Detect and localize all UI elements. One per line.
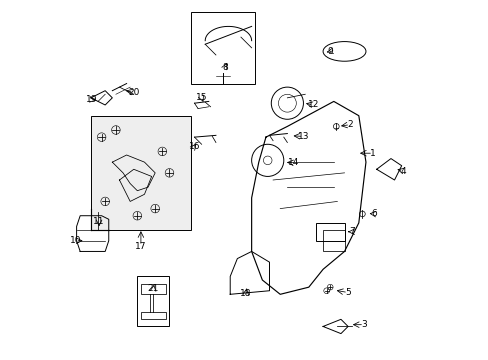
Text: 10: 10 (70, 236, 81, 245)
Text: 12: 12 (307, 100, 319, 109)
Text: 18: 18 (240, 289, 251, 298)
Text: 15: 15 (196, 93, 207, 102)
Text: 14: 14 (287, 158, 299, 167)
Polygon shape (91, 116, 190, 230)
Text: 21: 21 (147, 284, 159, 293)
Text: 7: 7 (348, 227, 354, 236)
Text: 16: 16 (188, 141, 200, 150)
Text: 2: 2 (346, 120, 352, 129)
Text: 1: 1 (369, 149, 375, 158)
Text: 20: 20 (128, 88, 139, 97)
Text: 9: 9 (326, 47, 332, 56)
Text: 11: 11 (93, 217, 104, 226)
Text: 5: 5 (345, 288, 350, 297)
Text: 6: 6 (370, 210, 376, 219)
Text: 8: 8 (222, 63, 227, 72)
Text: 4: 4 (400, 167, 406, 176)
Text: 17: 17 (135, 242, 146, 251)
Text: 13: 13 (297, 132, 308, 141)
Text: 3: 3 (361, 320, 366, 329)
Text: 19: 19 (86, 95, 97, 104)
